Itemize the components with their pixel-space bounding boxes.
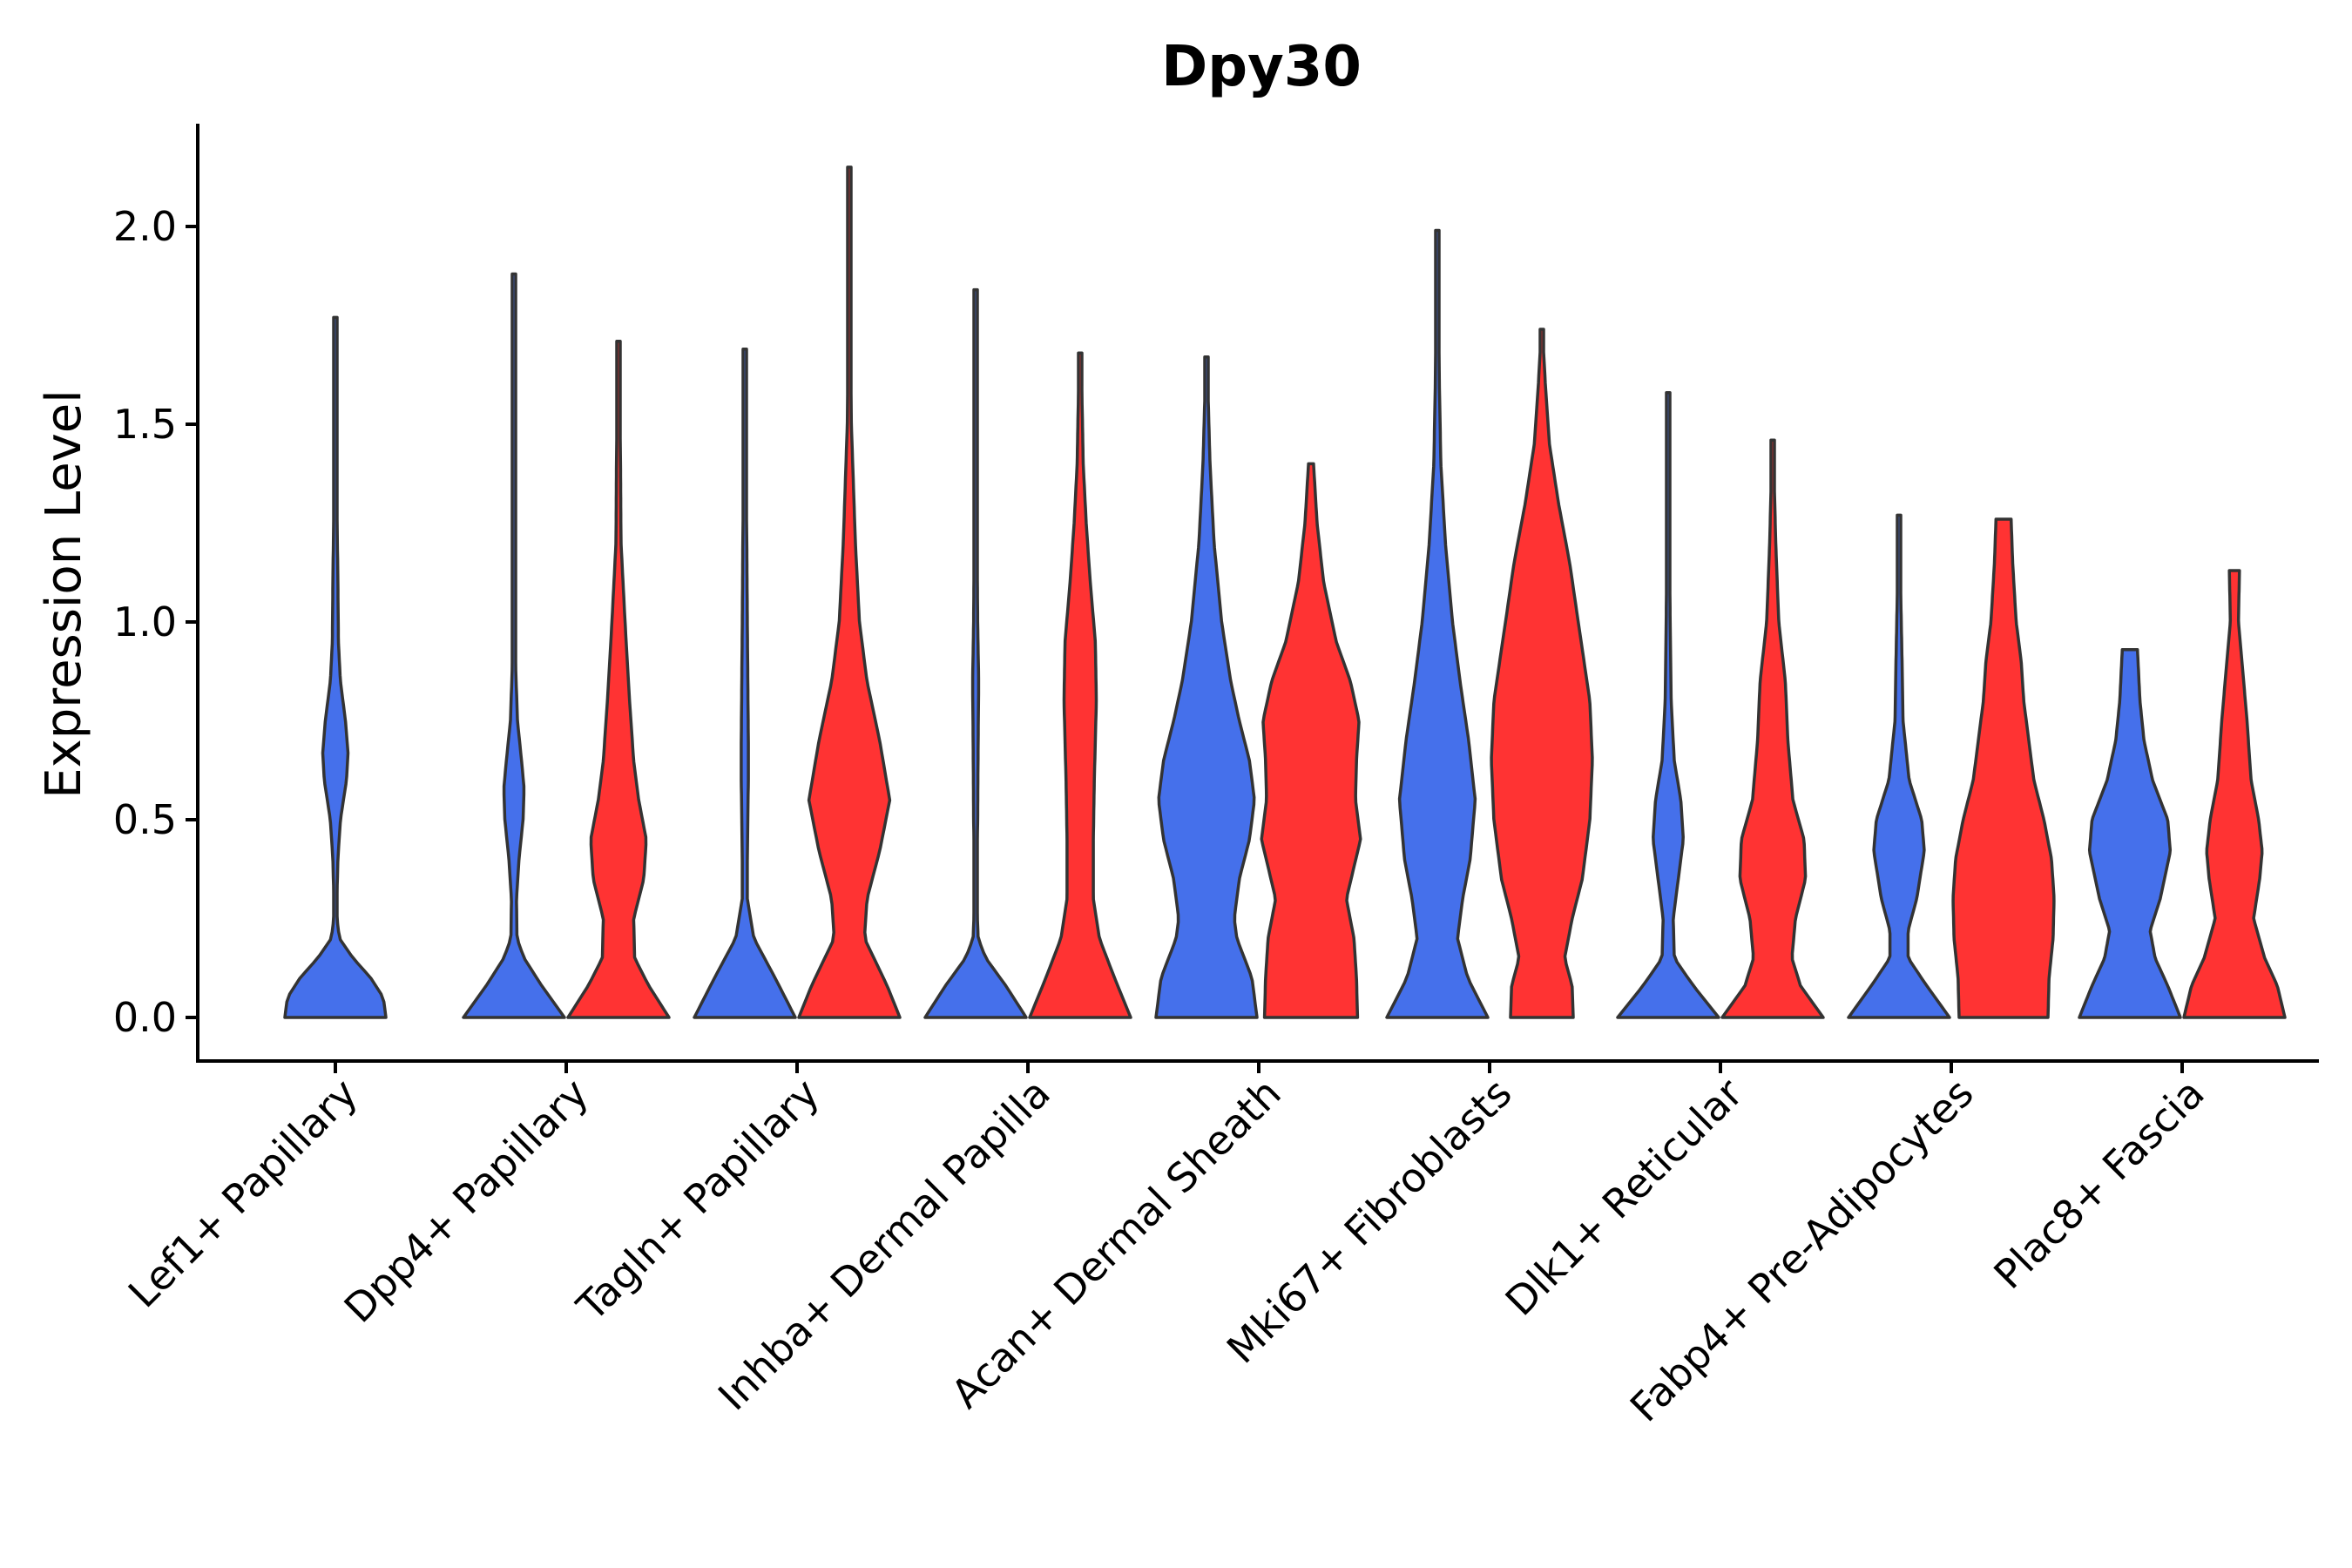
y-tick-label-4: 2.0 [113,203,177,250]
violin-group-1-0 [283,315,388,1019]
violin-group-2-8 [2182,569,2287,1019]
y-tick-label-0: 0.0 [113,994,177,1041]
violin-group-2-3 [1028,351,1132,1019]
violin-group-2-2 [797,166,902,1019]
violin-group-1-1 [462,272,566,1019]
violin-group-1-5 [1385,228,1490,1019]
y-tick-label-3: 1.5 [113,401,177,448]
violin-group-1-3 [923,287,1028,1019]
violin-group-1-4 [1154,355,1259,1019]
y-axis-ticks: 0.0 0.5 1.0 1.5 2.0 [113,203,198,1041]
violin-group-2-1 [566,339,671,1019]
y-axis-label: Expression Level [36,389,92,799]
violin-group-1-8 [2078,648,2182,1019]
x-tick-label-1: Dpp4+ Papillary [335,1070,598,1332]
violin-group-1-2 [693,347,797,1019]
x-tick-label-8: Plac8+ Fascia [1984,1070,2213,1298]
chart-title: Dpy30 [1161,35,1362,99]
y-tick-label-2: 1.0 [113,598,177,645]
x-tick-label-6: Dlk1+ Reticular [1497,1070,1752,1325]
y-tick-label-1: 0.5 [113,796,177,843]
violin-group-1-7 [1847,513,1951,1019]
violin-group-2-4 [1260,462,1362,1019]
x-tick-label-2: Tagln+ Papillary [567,1070,828,1331]
violin-group-1-6 [1616,390,1720,1019]
violin-layer [283,166,2287,1019]
violin-group-2-5 [1490,328,1594,1019]
violin-group-2-6 [1720,438,1825,1019]
x-tick-label-0: Lef1+ Papillary [119,1070,367,1317]
violin-group-2-7 [1951,517,2056,1019]
